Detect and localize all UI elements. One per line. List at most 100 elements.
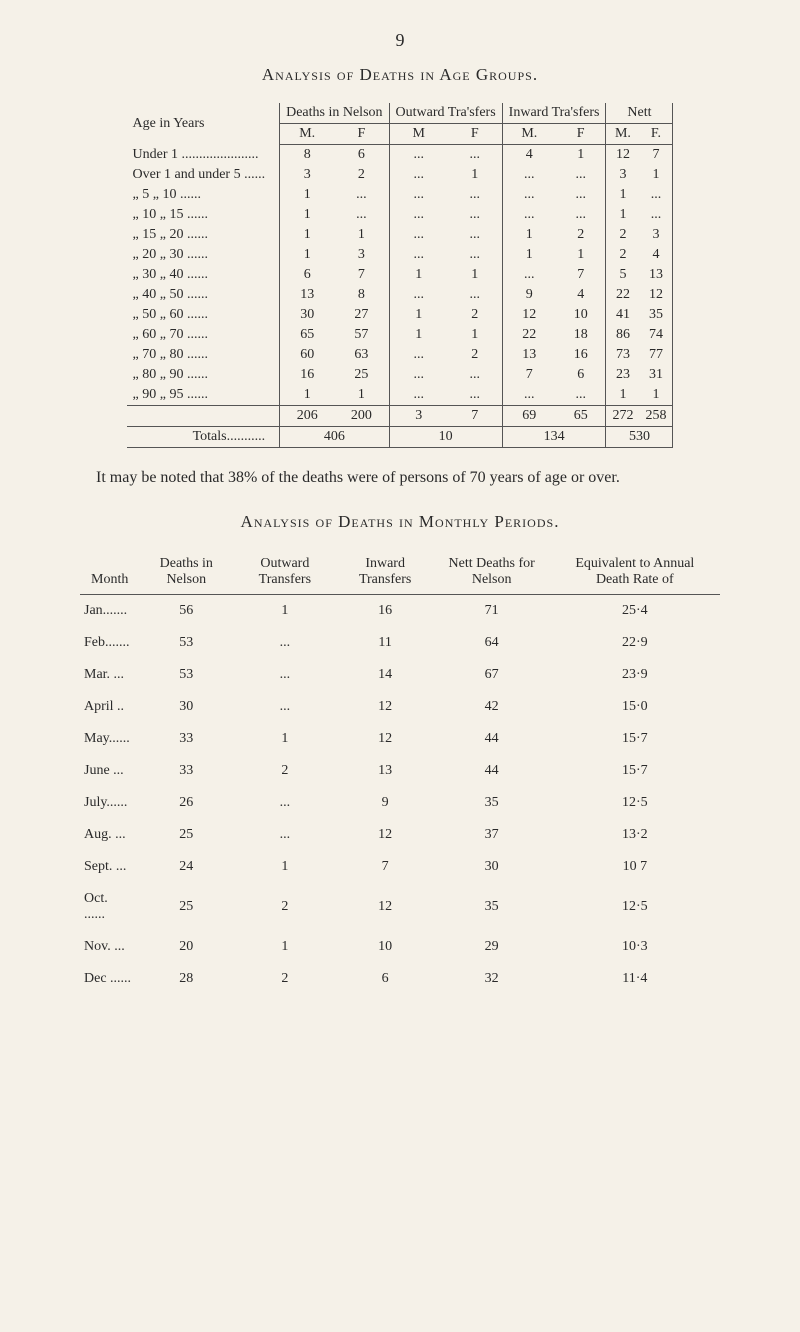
cell: 15·0 bbox=[550, 691, 720, 723]
table-row: Aug. ...25...123713·2 bbox=[80, 819, 720, 851]
age-label: „ 5 „ 10 ...... bbox=[127, 185, 280, 205]
cell: 2 bbox=[606, 245, 640, 265]
cell: 1 bbox=[606, 185, 640, 205]
cell: ... bbox=[389, 185, 448, 205]
cell: ... bbox=[448, 205, 502, 225]
table-row: „ 70 „ 80 ......6063...213167377 bbox=[127, 345, 673, 365]
col-equiv: Equivalent to Annual Death Rate of bbox=[550, 550, 720, 595]
cell: 44 bbox=[434, 723, 550, 755]
cell: ... bbox=[233, 787, 336, 819]
cell: 7 bbox=[639, 145, 673, 166]
sub-m: M. bbox=[606, 124, 640, 145]
age-label: „ 80 „ 90 ...... bbox=[127, 365, 280, 385]
cell: 28 bbox=[139, 963, 233, 995]
cell: 25·4 bbox=[550, 595, 720, 628]
cell: 22 bbox=[606, 285, 640, 305]
table-row: Oct. ......252123512·5 bbox=[80, 883, 720, 931]
cell: 1 bbox=[389, 325, 448, 345]
cell: 30 bbox=[280, 305, 335, 325]
age-label: „ 30 „ 40 ...... bbox=[127, 265, 280, 285]
cell: 6 bbox=[556, 365, 606, 385]
cell: 63 bbox=[334, 345, 389, 365]
sub-m: M. bbox=[502, 124, 556, 145]
cell: 1 bbox=[502, 225, 556, 245]
cell: 1 bbox=[639, 165, 673, 185]
cell: 35 bbox=[434, 883, 550, 931]
table-row: Under 1 ......................86......41… bbox=[127, 145, 673, 166]
cell: 86 bbox=[606, 325, 640, 345]
cell: 7 bbox=[502, 365, 556, 385]
age-label: „ 10 „ 15 ...... bbox=[127, 205, 280, 225]
cell: 2 bbox=[606, 225, 640, 245]
cell: 14 bbox=[337, 659, 434, 691]
cell: 13·2 bbox=[550, 819, 720, 851]
cell: 12 bbox=[337, 691, 434, 723]
subtotal-om: 3 bbox=[389, 406, 448, 427]
cell: 12 bbox=[639, 285, 673, 305]
cell: 1 bbox=[334, 385, 389, 406]
col-nett: Nett Deaths for Nelson bbox=[434, 550, 550, 595]
cell: 27 bbox=[334, 305, 389, 325]
cell: 12·5 bbox=[550, 787, 720, 819]
cell: 11 bbox=[337, 627, 434, 659]
table-row: Feb.......53...116422·9 bbox=[80, 627, 720, 659]
cell: 6 bbox=[280, 265, 335, 285]
subtotal-of: 7 bbox=[448, 406, 502, 427]
cell: 16 bbox=[337, 595, 434, 628]
month-label: Oct. ...... bbox=[80, 883, 139, 931]
table-row: Nov. ...201102910·3 bbox=[80, 931, 720, 963]
cell: 42 bbox=[434, 691, 550, 723]
cell: 18 bbox=[556, 325, 606, 345]
cell: ... bbox=[502, 265, 556, 285]
cell: ... bbox=[502, 205, 556, 225]
cell: 37 bbox=[434, 819, 550, 851]
col-deaths: Deaths in Nelson bbox=[280, 103, 389, 124]
month-label: May...... bbox=[80, 723, 139, 755]
age-label: Over 1 and under 5 ...... bbox=[127, 165, 280, 185]
cell: 13 bbox=[280, 285, 335, 305]
cell: 24 bbox=[139, 851, 233, 883]
cell: 3 bbox=[606, 165, 640, 185]
cell: 9 bbox=[337, 787, 434, 819]
cell: 13 bbox=[337, 755, 434, 787]
cell: ... bbox=[389, 205, 448, 225]
cell: ... bbox=[639, 185, 673, 205]
cell: ... bbox=[502, 165, 556, 185]
cell: 6 bbox=[337, 963, 434, 995]
col-outward: Outward Transfers bbox=[233, 550, 336, 595]
col-deaths: Deaths in Nelson bbox=[139, 550, 233, 595]
cell: 2 bbox=[556, 225, 606, 245]
cell: 7 bbox=[334, 265, 389, 285]
cell: ... bbox=[448, 365, 502, 385]
cell: 60 bbox=[280, 345, 335, 365]
cell: 44 bbox=[434, 755, 550, 787]
table-row: May......331124415·7 bbox=[80, 723, 720, 755]
cell: 56 bbox=[139, 595, 233, 628]
cell: 3 bbox=[280, 165, 335, 185]
totals-n: 530 bbox=[606, 427, 673, 448]
col-outward: Outward Tra'sfers bbox=[389, 103, 502, 124]
table-row: „ 60 „ 70 ......65571122188674 bbox=[127, 325, 673, 345]
cell: ... bbox=[334, 185, 389, 205]
cell: 64 bbox=[434, 627, 550, 659]
totals-o: 10 bbox=[389, 427, 502, 448]
cell: 23·9 bbox=[550, 659, 720, 691]
table-row: „ 20 „ 30 ......13......1124 bbox=[127, 245, 673, 265]
cell: 1 bbox=[448, 265, 502, 285]
cell: 11·4 bbox=[550, 963, 720, 995]
cell: 1 bbox=[280, 205, 335, 225]
cell: 1 bbox=[556, 245, 606, 265]
month-label: June ... bbox=[80, 755, 139, 787]
cell: 12 bbox=[606, 145, 640, 166]
cell: 73 bbox=[606, 345, 640, 365]
cell: 1 bbox=[280, 185, 335, 205]
cell: ... bbox=[233, 819, 336, 851]
cell: 12 bbox=[337, 883, 434, 931]
cell: 30 bbox=[139, 691, 233, 723]
cell: 33 bbox=[139, 723, 233, 755]
cell: 8 bbox=[334, 285, 389, 305]
month-label: Nov. ... bbox=[80, 931, 139, 963]
age-label: „ 20 „ 30 ...... bbox=[127, 245, 280, 265]
subtotal-im: 69 bbox=[502, 406, 556, 427]
cell: 1 bbox=[448, 325, 502, 345]
